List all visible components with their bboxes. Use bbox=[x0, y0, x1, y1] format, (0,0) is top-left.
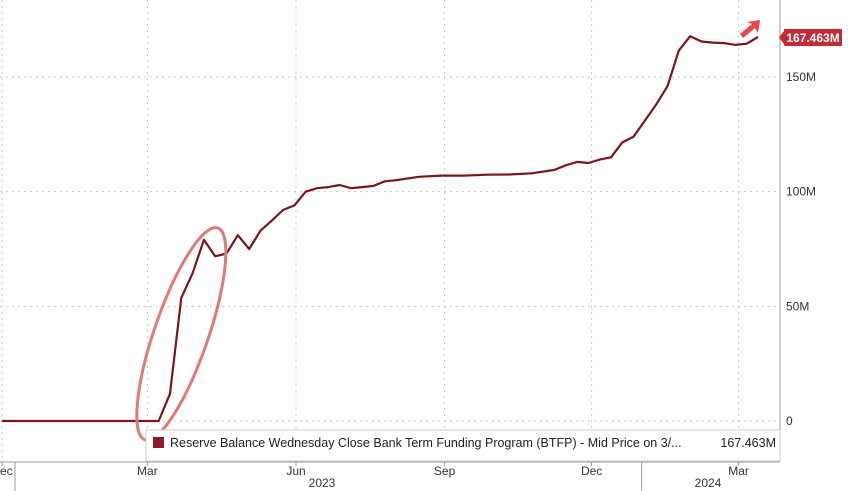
x-tick-label: Jun bbox=[286, 464, 305, 478]
last-value-tag: 167.463M bbox=[779, 29, 842, 46]
legend-entry-value: 167.463M bbox=[720, 436, 776, 450]
x-tick-label: Sep bbox=[434, 464, 456, 478]
x-axis-ticks: Dec Mar Jun Sep Dec Mar bbox=[0, 464, 749, 478]
legend-entry-label: Reserve Balance Wednesday Close Bank Ter… bbox=[170, 436, 682, 450]
legend-box bbox=[145, 429, 781, 462]
series-line bbox=[2, 35, 759, 423]
x-tick-label: Mar bbox=[137, 464, 158, 478]
y-tick-label: 150M bbox=[786, 70, 816, 84]
axes bbox=[0, 0, 781, 491]
y-tick-label: 50M bbox=[786, 299, 809, 313]
y-axis-ticks: 0 50M 100M 150M bbox=[786, 70, 816, 428]
highlight-ellipse bbox=[135, 226, 228, 442]
legend: Reserve Balance Wednesday Close Bank Ter… bbox=[145, 429, 781, 462]
last-value-tag-pointer bbox=[779, 31, 784, 44]
y-tick-label: 0 bbox=[786, 414, 793, 428]
series-group bbox=[1, 35, 759, 423]
legend-swatch bbox=[153, 437, 164, 448]
year-label-2024: 2024 bbox=[695, 476, 722, 490]
gridlines bbox=[0, 0, 780, 462]
x-tick-label: Dec bbox=[0, 464, 13, 478]
x-tick-label: Mar bbox=[728, 464, 749, 478]
year-label-2023: 2023 bbox=[309, 476, 336, 490]
last-value-tag-text: 167.463M bbox=[786, 31, 839, 45]
x-tick-label: Dec bbox=[581, 464, 602, 478]
last-value-tag-box bbox=[784, 29, 842, 46]
y-tick-label: 100M bbox=[786, 185, 816, 199]
up-arrow-icon bbox=[740, 20, 760, 38]
annotations bbox=[135, 20, 760, 442]
